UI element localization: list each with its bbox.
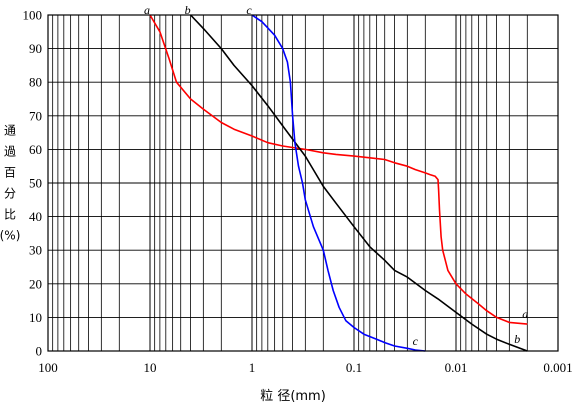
x-tick-label: 100 <box>38 360 58 375</box>
y-axis-label-char: (%) <box>0 229 20 243</box>
grid <box>48 15 558 351</box>
y-tick-label: 0 <box>36 344 43 359</box>
y-axis-label-char: 百 <box>4 166 16 180</box>
y-tick-label: 60 <box>29 142 42 157</box>
curves <box>149 14 528 352</box>
curve-label-start-a: a <box>144 3 150 17</box>
plot-frame <box>47 14 559 352</box>
curve-label-end-b: b <box>514 332 520 346</box>
y-tick-label: 90 <box>29 41 42 56</box>
curve-b <box>190 14 528 352</box>
curve-c <box>251 14 426 352</box>
y-tick-label: 20 <box>29 276 42 291</box>
x-tick-label: 10 <box>144 360 157 375</box>
curve-label-end-c: c <box>413 334 419 348</box>
y-tick-label: 40 <box>29 209 42 224</box>
x-tick-label: 0.01 <box>445 360 468 375</box>
y-tick-label: 70 <box>29 108 42 123</box>
curve-label-start-b: b <box>185 3 191 17</box>
curve-label-start-c: c <box>246 3 252 17</box>
y-axis-label-char: 過 <box>4 145 16 159</box>
y-tick-label: 30 <box>29 243 42 258</box>
x-tick-label: 0.001 <box>543 360 572 375</box>
y-tick-label: 100 <box>23 8 43 23</box>
y-tick-label: 50 <box>29 176 42 191</box>
x-tick-label: 0.1 <box>346 360 362 375</box>
y-axis-label-char: 比 <box>4 208 16 222</box>
y-axis-label-char: 分 <box>4 187 16 201</box>
curve-a <box>149 14 528 325</box>
x-tick-label: 1 <box>249 360 256 375</box>
x-axis-label: 粒 径(mm) <box>260 389 326 404</box>
y-tick-label: 10 <box>29 310 42 325</box>
tick-labels: 100 10 1 0.1 0.01 0.001 0 10 20 30 40 50 60 70 80 90 100 <box>23 8 573 376</box>
y-axis-label-char: 通 <box>4 124 16 138</box>
curve-label-end-a: a <box>522 307 528 321</box>
y-tick-label: 80 <box>29 75 42 90</box>
